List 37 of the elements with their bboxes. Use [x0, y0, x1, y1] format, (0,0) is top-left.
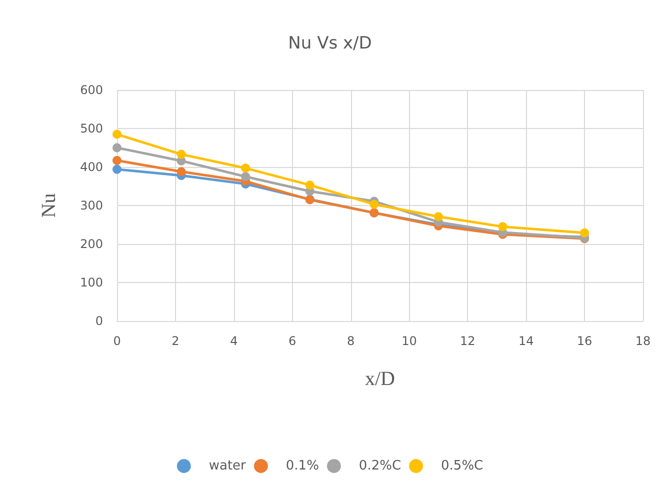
y-tick-label: 200 — [80, 237, 103, 251]
y-tick-label: 0 — [95, 314, 103, 328]
x-tick-label: 8 — [346, 334, 355, 348]
legend-label: 0.1% — [286, 458, 319, 474]
x-tick-label: 0 — [113, 334, 121, 348]
point — [580, 228, 590, 238]
x-tick-label: 2 — [172, 334, 180, 348]
legend-label: 0.2%C — [358, 458, 402, 474]
point — [370, 200, 379, 209]
point — [112, 164, 122, 174]
point — [176, 150, 186, 159]
y-tick-label: 300 — [80, 198, 103, 212]
y-tick-label: 100 — [80, 276, 103, 290]
y-axis-title: Nu — [38, 193, 60, 218]
y-tick-label: 400 — [80, 160, 103, 174]
x-tick-label: 14 — [518, 334, 534, 348]
point — [112, 130, 122, 139]
y-tick-label: 500 — [80, 122, 103, 136]
x-tick-label: 10 — [402, 334, 417, 348]
x-tick-label: 12 — [460, 334, 476, 348]
x-axis-title: x/D — [365, 368, 395, 390]
point — [305, 180, 314, 190]
x-tick-label: 4 — [230, 334, 238, 348]
point — [241, 164, 250, 173]
y-tick-label: 600 — [80, 83, 103, 97]
point — [176, 167, 186, 176]
point — [112, 143, 122, 152]
point — [112, 156, 122, 165]
point — [498, 222, 508, 232]
point — [241, 172, 250, 182]
legend-label: 0.5%C — [441, 458, 484, 474]
x-tick-label: 6 — [288, 334, 296, 348]
point — [434, 212, 443, 222]
x-tick-label: 18 — [635, 334, 651, 348]
chart-title: Nu Vs x/D — [288, 34, 372, 54]
legend-label: water — [208, 458, 247, 474]
x-tick-label: 16 — [576, 334, 592, 348]
